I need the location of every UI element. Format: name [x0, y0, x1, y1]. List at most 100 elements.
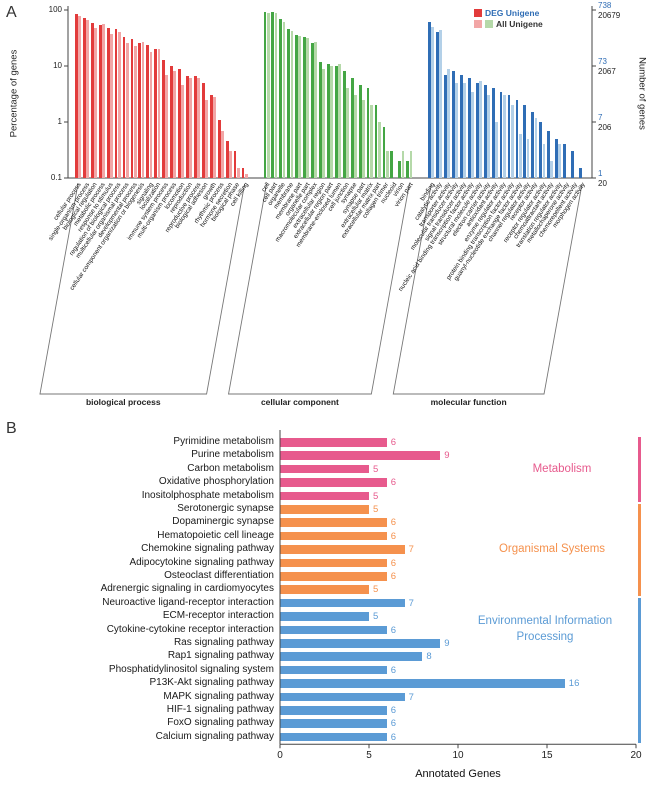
bar-all [228, 151, 232, 178]
bar-all [117, 32, 121, 178]
kegg-bar [280, 706, 387, 715]
bar-all [526, 138, 530, 178]
go-group-name: molecular function [430, 397, 507, 407]
bar-all [181, 85, 185, 178]
y-tick-label: 1 [57, 117, 62, 126]
go-plot-area: 100 10 1 0.1 738 20679 73 2067 7 206 1 20 DEG Unigen… [39, 1, 620, 407]
legend-label: All Unigene [496, 18, 543, 29]
kegg-bar [280, 639, 441, 648]
bar-all [487, 95, 490, 178]
kegg-row-label: Pyrimidine metabolism [173, 436, 274, 447]
bar-all [322, 68, 326, 178]
kegg-value-label: 5 [373, 584, 379, 596]
kegg-row-label: HIF-1 signaling pathway [166, 704, 274, 715]
legend-label: DEG Unigene [485, 7, 540, 18]
bar-all [282, 22, 286, 178]
kegg-row-label: Adrenergic signaling in cardiomyocytes [100, 583, 274, 595]
kegg-value-label: 9 [444, 638, 450, 649]
kegg-value-label: 6 [390, 571, 397, 582]
bar-deg [460, 74, 463, 178]
kegg-bar [280, 625, 387, 635]
kegg-row-label: Oxidative phosphorylation [158, 476, 274, 488]
kegg-value-label: 6 [390, 624, 397, 636]
bar-all [361, 99, 365, 178]
bar-deg [303, 36, 306, 178]
right-tick-deg-count: 738 [598, 1, 612, 10]
group-bracket [227, 183, 410, 395]
kegg-bar [280, 558, 387, 568]
y-tick-label: 10 [53, 61, 62, 70]
kegg-value-label: 8 [426, 651, 432, 663]
kegg-value-label: 6 [390, 664, 397, 676]
bar-deg [193, 76, 197, 178]
bar-all [133, 45, 137, 178]
kegg-bar [280, 719, 387, 728]
bar-deg [82, 17, 86, 178]
bar-deg [523, 105, 527, 178]
bar-deg [436, 32, 439, 178]
kegg-row-label: Carbon metabolism [187, 462, 274, 474]
bar-deg [579, 168, 582, 178]
kegg-value-label: 16 [568, 678, 580, 690]
bar-all [78, 16, 81, 178]
kegg-value-label: 6 [390, 731, 397, 743]
bar-all [189, 78, 193, 178]
y-tick-label: 100 [48, 5, 62, 14]
kegg-bar [280, 451, 441, 460]
bar-deg [263, 12, 267, 178]
bar-all [409, 151, 413, 178]
bar-all [125, 42, 129, 178]
right-tick-deg-count: 73 [598, 57, 607, 66]
kegg-bar [280, 572, 387, 581]
bar-all [385, 151, 389, 178]
go-group-name: cellular component [260, 397, 339, 407]
right-tick-all-count: 2067 [598, 67, 616, 76]
x-axis-label: Annotated Genes [415, 768, 501, 780]
go-group-name: biological process [85, 397, 161, 407]
bar-all [431, 26, 435, 178]
kegg-group-line [638, 504, 641, 596]
bar-deg [225, 141, 229, 178]
x-tick-label: 10 [452, 750, 464, 762]
panel-b-kegg-chart: B Pyrimidine metabolism 6 Purine metabolis… [0, 418, 650, 796]
bar-all [369, 105, 373, 178]
bar-deg [491, 88, 495, 178]
kegg-value-label: 7 [408, 691, 414, 703]
bar-all [109, 33, 113, 178]
legend-swatch [485, 19, 493, 28]
bar-deg [106, 27, 110, 178]
kegg-bar [280, 692, 405, 702]
bar-all [550, 161, 554, 178]
group-bracket [392, 183, 583, 395]
bar-all [479, 80, 482, 178]
bar-all [149, 51, 153, 178]
bar-deg [475, 82, 479, 178]
bar-deg [178, 68, 181, 178]
kegg-bar [280, 531, 387, 541]
kegg-bar [280, 518, 387, 527]
kegg-value-label: 7 [408, 597, 414, 609]
right-tick-deg-count: 7 [598, 113, 603, 122]
kegg-plot-area: Pyrimidine metabolism 6 Purine metabolism 9… [0, 418, 650, 796]
kegg-value-label: 6 [390, 437, 397, 448]
kegg-bar [280, 464, 369, 474]
bar-all [502, 95, 506, 178]
x-tick-label: 15 [541, 750, 553, 762]
kegg-row-label: P13K-Akt signaling pathway [149, 677, 274, 689]
kegg-row-label: Inositolphosphate metabolism [141, 489, 274, 501]
kegg-bar [280, 612, 369, 621]
bar-deg [483, 85, 487, 178]
kegg-row-label: Serotonergic synapse [177, 503, 274, 514]
kegg-group-line [638, 597, 641, 744]
kegg-bar [280, 732, 387, 742]
bar-all [86, 20, 89, 178]
bar-all [173, 71, 177, 178]
bar-deg [170, 66, 173, 178]
right-tick-all-count: 206 [598, 123, 612, 132]
bar-all [290, 31, 294, 178]
kegg-value-label: 6 [390, 477, 397, 489]
bar-deg [366, 88, 370, 178]
bar-deg [515, 99, 519, 178]
bar-deg [382, 127, 386, 178]
y-tick-label: 0.1 [50, 173, 62, 182]
